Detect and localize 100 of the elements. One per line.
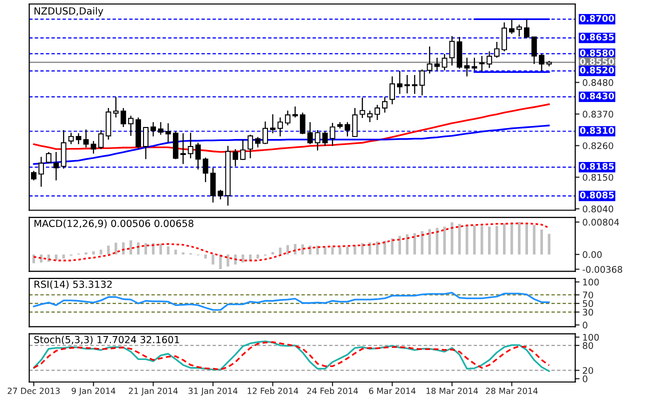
candlestick <box>330 122 336 146</box>
candlestick <box>307 122 313 145</box>
y-tick-label: 70 <box>582 292 594 298</box>
y-tick-label: 0.00 <box>582 251 602 258</box>
bar <box>443 226 446 254</box>
candlestick <box>426 46 432 74</box>
bar <box>219 254 222 270</box>
candlestick <box>397 70 402 94</box>
bar <box>480 226 484 254</box>
bar <box>450 222 454 254</box>
bar <box>518 222 521 254</box>
bar <box>324 247 326 254</box>
y-tick-label: -0.00368 <box>582 266 622 273</box>
candlestick <box>248 134 254 159</box>
candlestick <box>382 96 388 114</box>
candlestick <box>60 130 66 170</box>
candlestick <box>419 68 425 96</box>
y-tick-label: 80 <box>582 342 594 349</box>
ref-line-label: 0.8550 <box>580 58 614 65</box>
bar <box>502 223 506 254</box>
candlestick <box>524 18 530 38</box>
bar <box>496 226 498 254</box>
bar <box>62 254 65 258</box>
y-tick-label: 20 <box>582 367 594 374</box>
y-tick-label: 0 <box>582 322 588 329</box>
candlestick <box>195 142 201 170</box>
candlestick <box>300 112 306 135</box>
ref-line-label: 0.8430 <box>580 92 614 100</box>
x-tick-label: 12 Feb 2014 <box>248 388 298 394</box>
bar <box>204 254 207 258</box>
candlestick <box>412 74 418 94</box>
ref-line-label: 0.8700 <box>580 15 614 22</box>
candlestick <box>509 18 514 34</box>
ref-line-label: 0.8185 <box>580 162 614 170</box>
candlestick <box>322 130 328 146</box>
candlestick <box>113 96 119 118</box>
ref-line-label: 0.8085 <box>580 192 614 199</box>
candlestick <box>262 120 268 145</box>
x-tick-label: 9 Jan 2014 <box>72 388 116 396</box>
x-tick-label: 28 Mar 2014 <box>486 388 538 394</box>
candlestick <box>158 122 164 136</box>
bar <box>100 250 102 254</box>
x-tick-label: 31 Jan 2014 <box>188 388 238 396</box>
x-tick-label: 27 Dec 2013 <box>8 388 60 394</box>
bar <box>278 248 282 254</box>
y-tick-label: 30 <box>582 308 594 316</box>
candlestick <box>232 148 238 167</box>
candlestick <box>150 122 156 137</box>
candlestick <box>284 110 290 126</box>
y-tick-label: 0.8150 <box>582 174 614 181</box>
candlestick <box>180 132 186 165</box>
bar <box>548 234 550 254</box>
bar <box>346 246 349 254</box>
ref-line-label: 0.8635 <box>580 34 614 41</box>
bar <box>226 254 230 267</box>
candlestick <box>165 122 171 144</box>
ref-line-label: 0.8520 <box>580 66 614 74</box>
candlestick <box>352 107 358 138</box>
candlestick <box>442 53 448 71</box>
candlestick <box>314 130 320 152</box>
bar <box>413 233 416 254</box>
bar <box>466 224 468 254</box>
bar <box>436 228 438 254</box>
candlestick <box>404 74 410 94</box>
candlestick <box>83 128 89 148</box>
bar <box>428 229 431 254</box>
candlestick <box>374 104 380 121</box>
chart-title: Stoch(5,3,3) 17.7024 32.1601 <box>34 336 180 344</box>
candlestick <box>218 189 224 200</box>
bar <box>256 254 260 258</box>
candlestick <box>98 130 104 150</box>
bar <box>331 247 334 254</box>
candlestick <box>128 115 134 136</box>
bar <box>510 222 514 254</box>
bar <box>114 242 118 254</box>
candlestick <box>106 107 112 140</box>
bar <box>398 236 402 254</box>
candlestick <box>270 114 276 134</box>
bar <box>166 246 170 254</box>
candlestick <box>538 53 544 72</box>
candlestick <box>360 97 366 119</box>
y-tick-label: 0.8260 <box>582 142 614 150</box>
candlestick <box>390 76 395 105</box>
bar <box>286 245 289 254</box>
candlestick <box>464 57 470 77</box>
candlestick <box>472 57 478 71</box>
line-series <box>32 292 550 311</box>
candlestick <box>367 110 373 123</box>
bar <box>420 231 424 254</box>
bar <box>390 238 394 254</box>
bar <box>532 225 536 254</box>
bar <box>144 243 148 254</box>
candlestick <box>143 126 148 160</box>
candlestick <box>210 167 216 204</box>
candlestick <box>486 50 492 69</box>
ref-line-label: 0.8580 <box>580 49 614 56</box>
x-tick-label: 24 Feb 2014 <box>307 388 358 394</box>
candlestick <box>188 132 194 159</box>
y-tick-label: 100 <box>583 278 599 286</box>
bar <box>174 250 177 254</box>
